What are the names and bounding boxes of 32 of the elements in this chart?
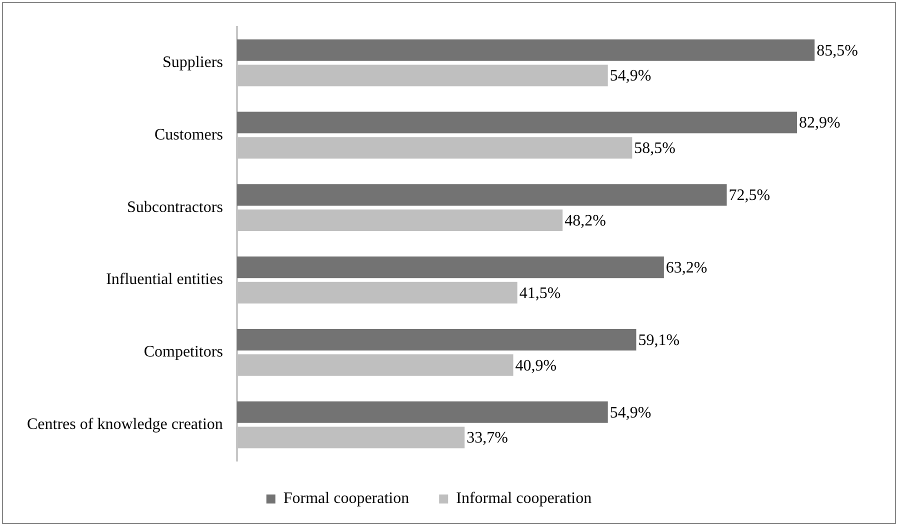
data-label: 59,1% bbox=[638, 332, 680, 349]
y-tick-label: Suppliers bbox=[162, 54, 223, 72]
bar bbox=[236, 401, 608, 423]
bar bbox=[236, 112, 798, 134]
y-tick-label: Influential entities bbox=[106, 271, 223, 288]
bar bbox=[236, 354, 514, 376]
y-tick-label: Competitors bbox=[144, 344, 223, 361]
legend-label: Formal cooperation bbox=[283, 490, 410, 508]
data-label: 40,9% bbox=[515, 357, 557, 374]
bar bbox=[236, 64, 608, 86]
bar bbox=[236, 137, 632, 159]
data-label: 58,5% bbox=[634, 140, 676, 158]
y-tick-label: Customers bbox=[154, 126, 223, 144]
data-label: 82,9% bbox=[799, 114, 840, 132]
data-label: 48,2% bbox=[564, 212, 606, 230]
bar bbox=[236, 39, 815, 61]
y-tick-label: Subcontractors bbox=[126, 198, 223, 216]
data-label: 63,2% bbox=[666, 260, 708, 277]
bar bbox=[236, 328, 636, 350]
legend-label: Informal cooperation bbox=[456, 490, 592, 508]
bar bbox=[236, 426, 465, 448]
bar bbox=[236, 282, 518, 304]
bar bbox=[236, 256, 664, 278]
bar bbox=[236, 184, 727, 206]
bar bbox=[236, 210, 563, 232]
data-label: 85,5% bbox=[816, 42, 858, 60]
data-label: 72,5% bbox=[728, 187, 770, 204]
data-label: 33,7% bbox=[466, 430, 508, 447]
y-tick-label: Centres of knowledge creation bbox=[26, 416, 223, 434]
data-label: 54,9% bbox=[610, 68, 652, 85]
data-label: 54,9% bbox=[610, 404, 652, 422]
data-label: 41,5% bbox=[519, 284, 561, 302]
